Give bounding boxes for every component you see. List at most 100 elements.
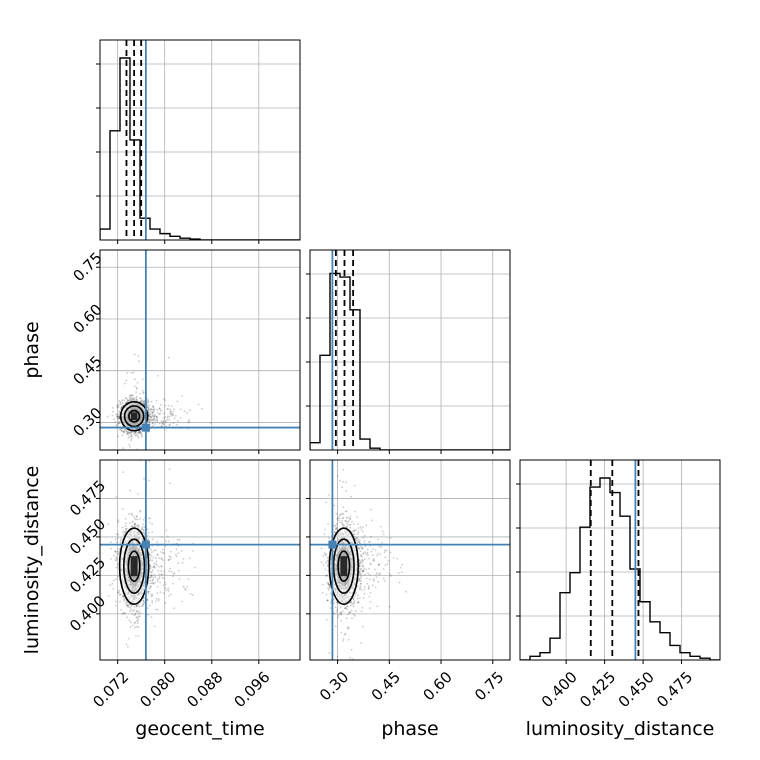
sample-point <box>156 419 159 421</box>
sample-point <box>329 673 331 675</box>
sample-point <box>142 599 145 602</box>
sample-point <box>155 600 157 603</box>
sample-point <box>126 372 129 374</box>
sample-point <box>149 566 152 568</box>
sample-point <box>149 564 151 567</box>
sample-point <box>154 581 156 584</box>
sample-point <box>372 578 375 580</box>
sample-point <box>153 415 156 418</box>
sample-point <box>142 523 145 526</box>
sample-point <box>396 557 399 560</box>
sample-point <box>119 428 121 431</box>
sample-point <box>149 419 152 422</box>
sample-point <box>155 399 158 402</box>
sample-point <box>133 399 136 401</box>
sample-point <box>137 635 140 637</box>
sample-point <box>122 595 125 598</box>
sample-point <box>156 421 159 423</box>
sample-point <box>361 606 364 609</box>
panel-frame <box>309 249 511 451</box>
sample-point <box>162 423 165 426</box>
sample-point <box>134 695 136 697</box>
sample-point <box>385 412 387 414</box>
sample-point <box>168 418 171 421</box>
sample-point <box>134 523 136 525</box>
sample-point <box>123 431 126 433</box>
sample-point <box>139 397 142 399</box>
sample-point <box>127 604 129 606</box>
sample-point <box>153 549 156 552</box>
contour-line <box>119 400 149 432</box>
sample-point <box>170 550 172 553</box>
sample-point <box>346 522 348 525</box>
sample-point <box>112 407 114 409</box>
sample-point <box>162 559 165 561</box>
sample-point <box>153 416 156 418</box>
sample-point <box>166 419 168 421</box>
sample-point <box>361 560 364 562</box>
sample-point <box>154 418 157 421</box>
sample-point <box>117 575 119 578</box>
sample-point <box>359 577 362 580</box>
sample-point <box>173 607 176 610</box>
sample-point <box>149 559 152 562</box>
sample-point <box>131 624 134 627</box>
sample-point <box>153 573 156 576</box>
sample-point <box>357 601 360 603</box>
sample-point <box>358 580 361 583</box>
sample-point <box>129 610 132 612</box>
sample-point <box>164 420 167 423</box>
sample-point <box>146 599 149 602</box>
sample-point <box>359 569 361 572</box>
sample-point <box>359 559 361 561</box>
sample-point <box>346 758 348 760</box>
sample-point <box>130 431 133 433</box>
sample-point <box>136 622 139 624</box>
sample-point <box>151 578 154 581</box>
sample-point <box>161 422 164 425</box>
sample-point <box>136 678 138 680</box>
sample-point <box>129 522 131 524</box>
sample-point <box>124 531 126 533</box>
sample-point <box>156 553 159 556</box>
sample-point <box>170 571 173 573</box>
sample-point <box>137 618 140 620</box>
sample-point <box>141 435 143 438</box>
sample-point <box>143 403 146 405</box>
density-core <box>130 556 138 577</box>
sample-point <box>142 532 145 534</box>
sample-point <box>115 600 117 603</box>
sample-point <box>333 524 336 527</box>
sample-point <box>375 573 377 576</box>
sample-point <box>151 531 154 533</box>
sample-point <box>134 612 137 615</box>
sample-point <box>165 589 168 591</box>
sample-point <box>135 388 138 390</box>
sample-point <box>152 414 155 417</box>
sample-point <box>130 431 133 434</box>
sample-point <box>163 397 165 400</box>
sample-point <box>352 598 355 600</box>
sample-point <box>151 415 154 418</box>
sample-point <box>344 607 347 610</box>
sample-point <box>348 524 350 526</box>
sample-point <box>361 570 364 573</box>
sample-point <box>173 573 175 575</box>
sample-point <box>117 420 120 423</box>
sample-point <box>141 442 143 444</box>
sample-point <box>170 593 172 596</box>
sample-point <box>154 608 157 611</box>
sample-point <box>159 591 162 594</box>
sample-point <box>130 525 133 527</box>
sample-point <box>158 573 161 576</box>
sample-point <box>125 401 128 404</box>
sample-point <box>139 397 141 400</box>
sample-point <box>135 609 138 612</box>
sample-point <box>341 517 344 520</box>
sample-point <box>116 415 119 418</box>
sample-point <box>139 400 142 403</box>
sample-point <box>365 553 368 555</box>
sample-point <box>147 591 150 593</box>
sample-point <box>186 585 189 588</box>
sample-point <box>123 612 125 614</box>
